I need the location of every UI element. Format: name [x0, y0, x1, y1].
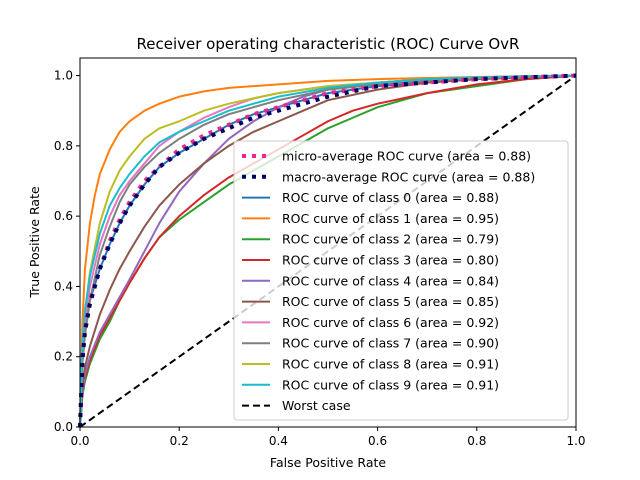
legend-entry: ROC curve of class 7 (area = 0.90) [282, 336, 499, 351]
series-line-roc-curve-of-class-9-area-0-91 [79, 74, 577, 428]
y-tick-label: 0.8 [54, 139, 73, 153]
series-line-roc-curve-of-class-3-area-0-80 [79, 74, 577, 428]
x-tick-label: 1.0 [566, 434, 585, 448]
legend-entry: micro-average ROC curve (area = 0.88) [282, 149, 531, 164]
legend-entry: ROC curve of class 9 (area = 0.91) [282, 377, 499, 392]
x-tick-label: 0.6 [368, 434, 387, 448]
legend-entry: ROC curve of class 1 (area = 0.95) [282, 211, 499, 226]
legend-entry: macro-average ROC curve (area = 0.88) [282, 169, 535, 184]
legend-entry: ROC curve of class 4 (area = 0.84) [282, 273, 499, 288]
legend-entry: ROC curve of class 5 (area = 0.85) [282, 294, 499, 309]
x-tick-label: 0.8 [467, 434, 486, 448]
legend-entry: Worst case [282, 398, 351, 413]
x-axis: 0.0 0.2 0.4 0.6 0.8 1.0 [70, 427, 586, 448]
plot-area [78, 73, 577, 428]
legend-entry: ROC curve of class 6 (area = 0.92) [282, 315, 499, 330]
chart-title: Receiver operating characteristic (ROC) … [137, 35, 520, 53]
y-axis: 0.0 0.2 0.4 0.6 0.8 1.0 [54, 69, 80, 434]
x-axis-label: False Positive Rate [270, 455, 386, 470]
y-tick-label: 0.6 [54, 209, 73, 223]
legend-entry: ROC curve of class 0 (area = 0.88) [282, 190, 499, 205]
legend-entry: ROC curve of class 8 (area = 0.91) [282, 357, 499, 372]
series-line-roc-curve-of-class-1-area-0-95 [79, 74, 577, 428]
y-tick-label: 0.0 [54, 420, 73, 434]
legend-entry: ROC curve of class 2 (area = 0.79) [282, 232, 499, 247]
y-tick-label: 0.4 [54, 279, 73, 293]
axes-frame [79, 57, 577, 428]
series-line-roc-curve-of-class-2-area-0-79 [79, 74, 577, 428]
series-line-macro-average-roc-curve-area-0-88 [78, 73, 577, 428]
legend-entry: ROC curve of class 3 (area = 0.80) [282, 253, 499, 268]
y-axis-label: True Positive Rate [27, 186, 42, 299]
legend: micro-average ROC curve (area = 0.88) mac… [233, 140, 569, 421]
y-tick-label: 1.0 [54, 69, 73, 83]
x-tick-label: 0.0 [70, 434, 89, 448]
y-tick-label: 0.2 [54, 350, 73, 364]
x-tick-label: 0.4 [269, 434, 288, 448]
x-tick-label: 0.2 [170, 434, 189, 448]
legend-box [233, 140, 569, 421]
